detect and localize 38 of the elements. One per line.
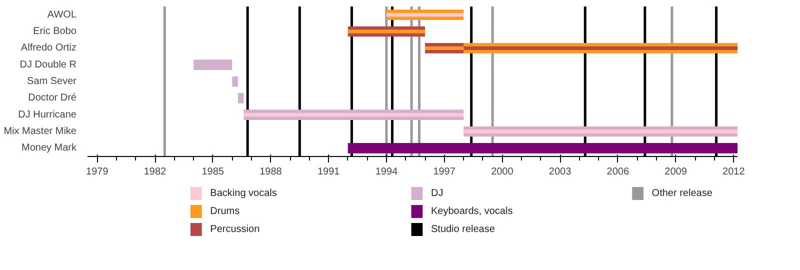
legend-label: Percussion <box>210 224 260 235</box>
legend-label: Backing vocals <box>210 188 277 199</box>
x-tick-label: 1991 <box>317 166 340 178</box>
x-tick-label: 2006 <box>606 166 630 178</box>
x-tick-label: 2003 <box>548 166 572 178</box>
bar <box>464 130 738 134</box>
bar <box>464 46 738 50</box>
legend-label: DJ <box>430 188 444 199</box>
x-tick-label: 1988 <box>260 166 282 178</box>
bar <box>232 76 238 87</box>
y-tick-label: Doctor Dré <box>28 92 77 104</box>
y-tick-label: DJ Double R <box>20 59 77 70</box>
x-tick-label: 1997 <box>433 166 456 178</box>
bar <box>244 113 464 117</box>
bar <box>348 143 738 154</box>
y-tick-label: Money Mark <box>21 142 78 154</box>
y-tick-label: Eric Bobo <box>33 26 77 37</box>
y-tick-label: AWOL <box>47 9 77 20</box>
bar <box>348 30 426 34</box>
bar <box>194 60 232 70</box>
x-tick-label: 2012 <box>722 166 746 178</box>
y-tick-label: DJ Hurricane <box>18 109 77 120</box>
x-tick-label: 2009 <box>664 166 688 178</box>
x-tick-label: 1982 <box>144 166 167 178</box>
legend-label: Keyboards, vocals <box>430 206 513 217</box>
y-tick-label: Sam Sever <box>27 76 78 87</box>
legend-label: Drums <box>210 206 240 217</box>
legend-label: Other release <box>652 188 713 199</box>
x-tick-label: 1979 <box>86 166 109 178</box>
x-tick-label: 2000 <box>491 166 514 178</box>
bar <box>425 46 464 50</box>
legend-label: Studio release <box>430 224 496 235</box>
x-tick-label: 1994 <box>375 166 398 178</box>
bar <box>386 13 464 17</box>
y-tick-label: Alfredo Ortiz <box>20 42 77 54</box>
x-tick-label: 1985 <box>202 166 224 178</box>
bar <box>238 93 244 104</box>
y-tick-label: Mix Master Mike <box>4 126 77 137</box>
